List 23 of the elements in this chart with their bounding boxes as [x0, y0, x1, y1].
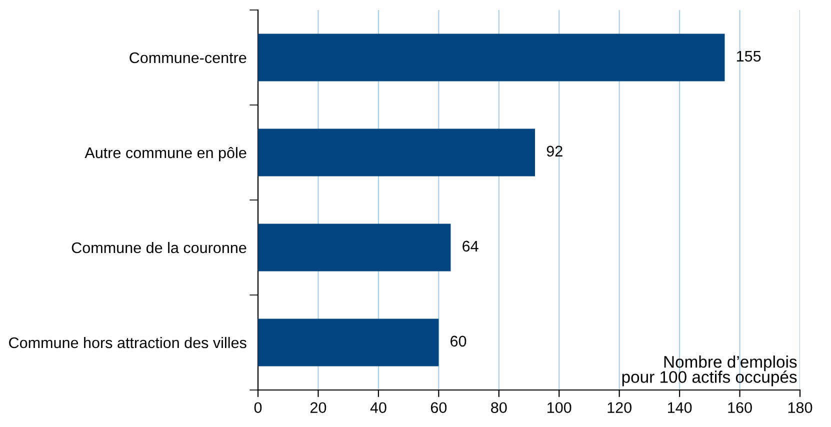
- data-label: 64: [462, 240, 478, 252]
- x-tick-label: 40: [370, 402, 386, 414]
- y-tick-label: Commune de la couronne: [72, 242, 246, 254]
- x-tick-label: 140: [668, 402, 692, 414]
- data-label: 60: [450, 336, 466, 347]
- x-tick-label: 160: [728, 402, 752, 414]
- x-tick-label: 120: [608, 402, 632, 414]
- bar: [258, 34, 725, 82]
- y-tick-label: Commune hors attraction des villes: [9, 336, 246, 348]
- bar: [258, 318, 439, 366]
- y-tick-label: Commune-centre: [130, 52, 246, 64]
- annotation: Nombre d’emplois pour 100 actifs occupés: [622, 356, 797, 386]
- y-tick-label: Autre commune en pôle: [84, 146, 246, 162]
- x-tick-label: 80: [491, 402, 507, 414]
- x-tick-label: 0: [254, 402, 262, 414]
- data-label: 92: [546, 146, 562, 157]
- bar: [258, 128, 536, 176]
- x-tick-label: 180: [788, 402, 812, 414]
- data-label: 155: [737, 50, 761, 62]
- x-tick-label: 100: [548, 402, 572, 414]
- x-tick-label: 20: [310, 402, 326, 414]
- bar: [258, 224, 451, 272]
- x-tick-label: 60: [430, 402, 447, 414]
